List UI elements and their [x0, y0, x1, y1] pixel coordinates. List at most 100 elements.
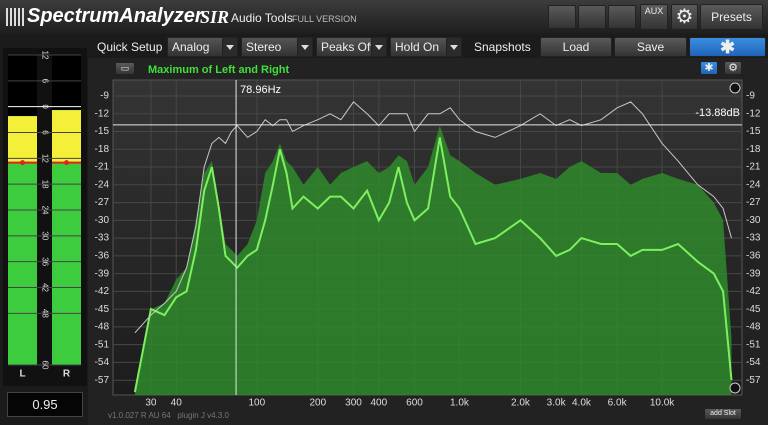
x-tick-label: 600	[406, 398, 423, 409]
y-tick-label-right: -54	[746, 357, 761, 368]
y-tick-label: -21	[95, 162, 110, 173]
dropdown[interactable]: Hold On	[390, 37, 462, 57]
y-tick-label-right: -12	[746, 108, 761, 119]
y-tick-label: -54	[95, 357, 110, 368]
logo: SpectrumAnalyzer	[27, 5, 203, 27]
meter-tick-label: 36	[40, 257, 49, 266]
x-tick-label: 1.0k	[450, 398, 470, 409]
layout-button[interactable]	[608, 5, 636, 29]
meter-upper-zone	[52, 110, 81, 163]
add-slot-button[interactable]: add Slot	[704, 408, 742, 420]
dropdown[interactable]: Stereo	[241, 37, 313, 57]
y-tick-label: -57	[95, 375, 110, 386]
y-tick-label-right: -27	[746, 197, 761, 208]
layout-button[interactable]	[548, 5, 576, 29]
y-tick-label-right: -24	[746, 179, 761, 190]
snapshots-label: Snapshots	[474, 40, 531, 54]
y-tick-label-right: -18	[746, 144, 761, 155]
quick-setup-label: Quick Setup	[97, 40, 163, 54]
snapshot-button[interactable]: ✱	[689, 37, 766, 57]
x-tick-label: 30	[145, 398, 157, 409]
x-tick-label: 4.0k	[572, 398, 592, 409]
x-tick-label: 2.0k	[511, 398, 531, 409]
y-tick-label-right: -21	[746, 162, 761, 173]
spectrum-line	[133, 137, 733, 393]
meter-tick-label: 6	[40, 79, 49, 84]
y-tick-label: -42	[95, 286, 110, 297]
dropdown[interactable]: Analog	[167, 37, 238, 57]
y-tick-label-right: -42	[746, 286, 761, 297]
y-tick-label-right: -45	[746, 304, 761, 315]
dropdown-text: Analog	[172, 40, 210, 54]
x-tick-label: 10.0k	[650, 398, 675, 409]
spectrum-area	[134, 125, 732, 395]
y-tick-label: -12	[95, 108, 110, 119]
y-tick-label: -24	[95, 179, 110, 190]
y-tick-label: -36	[95, 250, 110, 261]
y-tick-label: -15	[95, 126, 110, 137]
y-tick-label-right: -57	[746, 375, 761, 386]
x-tick-label: 400	[370, 398, 387, 409]
meter-hold-dot	[64, 160, 69, 166]
x-tick-label: 200	[309, 398, 326, 409]
y-tick-label: -45	[95, 304, 110, 315]
y-tick-label-right: -39	[746, 268, 761, 279]
cursor-x-label: 78.96Hz	[240, 84, 281, 96]
meter-readout: 0.95	[7, 392, 83, 417]
load-button[interactable]: Load	[540, 37, 612, 57]
y-tick-label: -39	[95, 268, 110, 279]
dropdown-text: Peaks Off	[321, 40, 374, 54]
brand: SIR	[200, 7, 230, 27]
x-tick-label: 40	[171, 398, 183, 409]
version: v1.0.027 R AU 64 plugin J v4.3.0	[108, 411, 229, 420]
dropdown-text: Stereo	[246, 40, 282, 54]
y-tick-label: -18	[95, 144, 110, 155]
meter-tick-label: 6	[40, 130, 49, 135]
meter-tick-label: 0	[40, 104, 49, 109]
meter-tick-label: 18	[40, 180, 49, 189]
y-tick-label-right: -36	[746, 250, 761, 261]
meter-upper-zone	[8, 116, 37, 163]
presets-button[interactable]: Presets	[700, 4, 763, 30]
y-tick-label: -51	[95, 339, 110, 350]
panel-toggle[interactable]: ▭	[115, 62, 135, 75]
y-tick-label-right: -51	[746, 339, 761, 350]
spectrum-line	[134, 101, 732, 334]
y-tick-label-right: -30	[746, 215, 761, 226]
dropdown-text: Hold On	[395, 40, 440, 54]
y-tick-label-right: -48	[746, 322, 761, 333]
meter-tick-label: 42	[40, 283, 49, 292]
y-tick-label: -33	[95, 233, 110, 244]
save-button[interactable]: Save	[614, 37, 687, 57]
y-tick-label-right: -9	[746, 91, 755, 102]
meter-hold-dot	[20, 160, 25, 166]
subtitle: Audio Tools	[231, 11, 293, 25]
meter-tick-label: 12	[40, 154, 49, 163]
y-tick-label: -9	[100, 91, 109, 102]
cursor-y-label: -13.88dB	[695, 107, 740, 119]
y-tick-label-right: -15	[746, 126, 761, 137]
y-tick-label: -48	[95, 322, 110, 333]
meter-tick-label: 24	[40, 206, 49, 215]
y-tick-label: -27	[95, 197, 110, 208]
y-tick-label: -30	[95, 215, 110, 226]
x-tick-label: 100	[249, 398, 266, 409]
layout-button[interactable]	[578, 5, 606, 29]
freeze-button[interactable]: ✱	[700, 61, 718, 75]
plot-settings-button[interactable]: ⚙	[724, 61, 742, 75]
x-tick-label: 6.0k	[608, 398, 628, 409]
x-tick-label: 3.0k	[547, 398, 567, 409]
meter-tick-label: 30	[40, 231, 49, 240]
series-label: Maximum of Left and Right	[148, 64, 290, 76]
info-icon	[729, 82, 741, 94]
edition: FULL VERSION	[292, 14, 357, 24]
aux-button[interactable]: AUX	[640, 4, 668, 30]
settings-button[interactable]: ⚙	[671, 4, 698, 30]
meter-tick-label: 48	[40, 309, 49, 318]
logo-icon	[6, 8, 24, 26]
meter-tick-label: 60	[40, 361, 49, 370]
dropdown[interactable]: Peaks Off	[316, 37, 387, 57]
y-tick-label-right: -33	[746, 233, 761, 244]
